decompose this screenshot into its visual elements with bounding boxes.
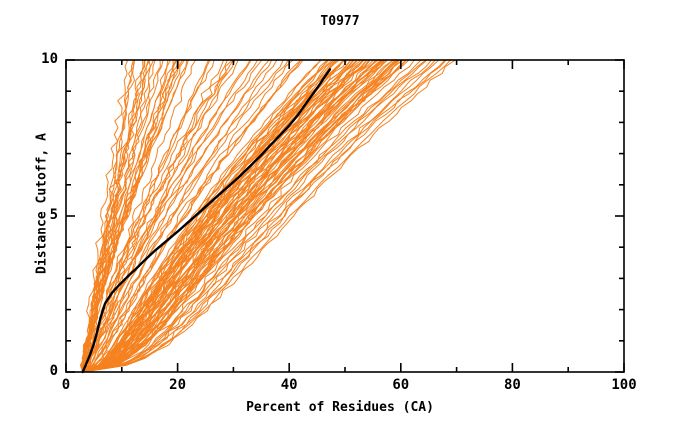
y-axis-title: Distance Cutoff, A bbox=[34, 133, 50, 274]
x-tick-label: 80 bbox=[503, 377, 521, 393]
chart-title: T0977 bbox=[320, 14, 360, 29]
x-axis-title: Percent of Residues (CA) bbox=[246, 400, 434, 415]
x-tick-label: 100 bbox=[611, 377, 637, 393]
y-tick-label: 10 bbox=[41, 51, 58, 67]
axes-group bbox=[65, 59, 625, 373]
prediction-curves-group bbox=[79, 59, 456, 373]
x-tick-label: 0 bbox=[61, 377, 71, 393]
reference-curve-group bbox=[81, 68, 332, 374]
y-tick-label: 0 bbox=[49, 363, 58, 379]
x-tick-label: 60 bbox=[392, 377, 410, 393]
x-tick-label: 40 bbox=[280, 377, 298, 393]
y-tick-label: 5 bbox=[49, 207, 58, 223]
x-tick-label: 20 bbox=[169, 377, 187, 393]
